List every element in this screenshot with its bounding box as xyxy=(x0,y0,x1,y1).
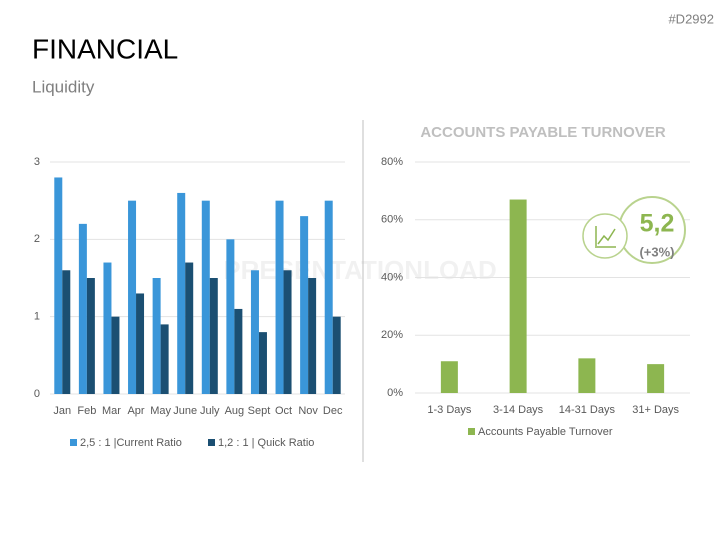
bar xyxy=(234,308,243,394)
x-tick-label: Aug xyxy=(225,405,245,417)
bar xyxy=(78,223,87,394)
bar xyxy=(440,361,458,393)
y-tick-label: 2 xyxy=(34,233,40,245)
legend-swatch xyxy=(468,428,475,435)
y-tick-label: 0 xyxy=(34,388,40,400)
legend-label: 2,5 : 1 |Current Ratio xyxy=(80,437,182,449)
bar xyxy=(201,200,210,394)
y-tick-label: 40% xyxy=(381,271,403,283)
legend-label: 1,2 : 1 | Quick Ratio xyxy=(218,437,314,449)
slide-subtitle: Liquidity xyxy=(32,77,95,96)
y-tick-label: 1 xyxy=(34,311,40,323)
y-tick-label: 60% xyxy=(381,214,403,226)
bar xyxy=(275,200,284,394)
trend-icon xyxy=(595,226,616,248)
x-tick-label: 31+ Days xyxy=(632,404,679,416)
x-tick-label: June xyxy=(173,405,197,417)
x-tick-label: Jan xyxy=(53,405,71,417)
bar xyxy=(111,316,120,394)
bar xyxy=(300,216,309,394)
bar xyxy=(332,316,341,394)
x-tick-label: 14-31 Days xyxy=(559,404,616,416)
y-tick-label: 0% xyxy=(387,387,403,399)
bar xyxy=(283,270,292,394)
callout: 5,2 (+3%) xyxy=(582,196,686,264)
y-tick-label: 20% xyxy=(381,329,403,341)
x-tick-label: Mar xyxy=(102,405,121,417)
x-tick-label: Oct xyxy=(275,405,292,417)
x-tick-label: Feb xyxy=(77,405,96,417)
bar xyxy=(308,278,317,394)
bar xyxy=(62,270,71,394)
bar xyxy=(324,200,333,394)
bar xyxy=(578,358,596,393)
x-tick-label: Sept xyxy=(248,405,271,417)
bar xyxy=(136,293,145,394)
bar xyxy=(86,278,95,394)
bar xyxy=(226,239,235,394)
legend-swatch xyxy=(208,439,215,446)
bar xyxy=(103,262,112,394)
callout-value: 5,2 xyxy=(640,210,675,238)
x-tick-label: May xyxy=(150,405,171,417)
bar xyxy=(258,332,267,394)
bar xyxy=(250,270,259,394)
legend-label: Accounts Payable Turnover xyxy=(478,426,613,438)
bar xyxy=(54,177,63,394)
x-tick-label: Dec xyxy=(323,405,343,417)
bar xyxy=(185,262,194,394)
legend-swatch xyxy=(70,439,77,446)
bar xyxy=(160,324,169,394)
slide-title: FINANCIAL xyxy=(32,33,178,64)
callout-change: (+3%) xyxy=(639,244,674,259)
chart-title: ACCOUNTS PAYABLE TURNOVER xyxy=(420,124,665,141)
bar xyxy=(128,200,137,394)
x-tick-label: July xyxy=(200,405,220,417)
x-tick-label: 3-14 Days xyxy=(493,404,544,416)
bar xyxy=(152,278,161,394)
bar xyxy=(177,192,186,394)
watermark: PRESENTATIONLOAD xyxy=(223,255,496,285)
x-tick-label: Nov xyxy=(298,405,318,417)
bar xyxy=(647,364,665,393)
x-tick-label: Apr xyxy=(127,405,144,417)
y-tick-label: 3 xyxy=(34,156,40,168)
y-tick-label: 80% xyxy=(381,156,403,168)
slide-id: #D2992 xyxy=(668,11,714,26)
x-tick-label: 1-3 Days xyxy=(427,404,472,416)
bar xyxy=(209,278,218,394)
bar xyxy=(509,199,527,393)
